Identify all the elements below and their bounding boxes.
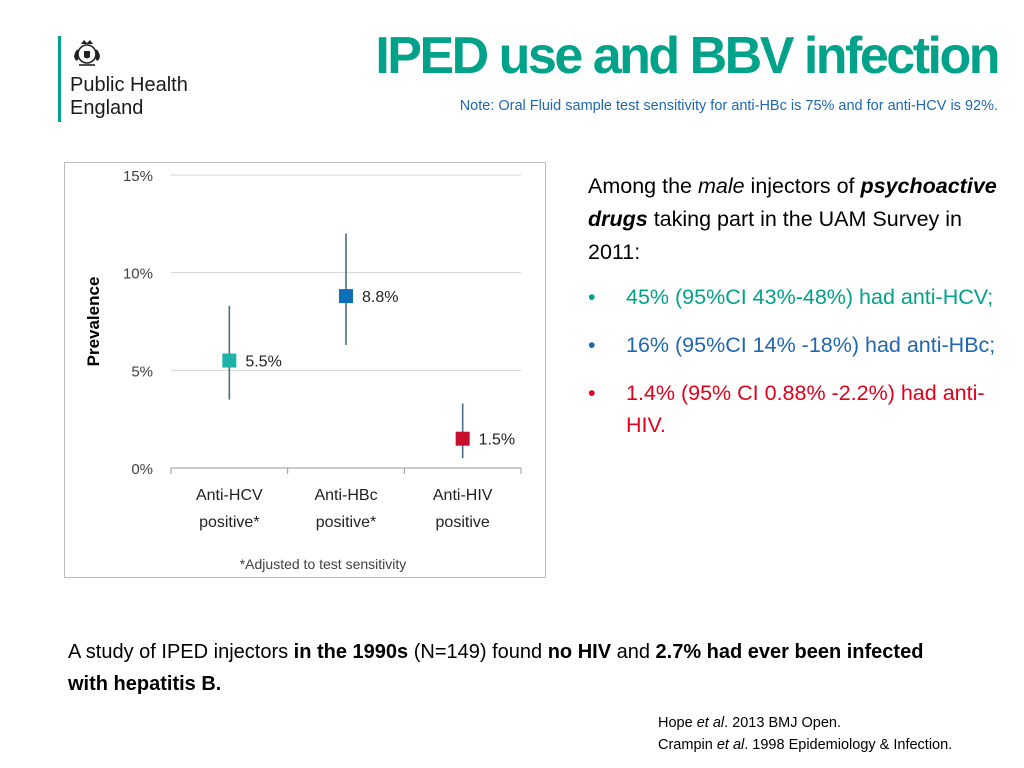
phe-logo: Public Health England bbox=[58, 36, 218, 126]
result-hiv: • 1.4% (95% CI 0.88% -2.2%) had anti-HIV. bbox=[588, 377, 998, 441]
intro-male: male bbox=[697, 174, 745, 198]
result-hcv: • 45% (95%CI 43%-48%) had anti-HCV; bbox=[588, 281, 998, 313]
x-tick-label: Anti-HCV bbox=[196, 487, 263, 504]
logo-text: Public Health England bbox=[70, 74, 188, 119]
bullet-dot: • bbox=[588, 285, 596, 309]
y-tick-label: 15% bbox=[123, 168, 153, 185]
survey-intro: Among the male injectors of psychoactive… bbox=[588, 170, 998, 269]
sensitivity-note: Note: Oral Fluid sample test sensitivity… bbox=[459, 98, 998, 114]
y-tick-label: 10% bbox=[123, 266, 153, 283]
ref-etal: et al bbox=[696, 715, 725, 731]
chart-footnote: *Adjusted to test sensitivity bbox=[240, 556, 407, 572]
study-text-1: A study of IPED injectors bbox=[68, 641, 294, 663]
survey-summary: Among the male injectors of psychoactive… bbox=[588, 170, 998, 457]
ref-author: Hope bbox=[658, 715, 697, 731]
study-bold-1: in the 1990s bbox=[293, 641, 409, 663]
logo-accent-bar bbox=[58, 36, 61, 122]
study-text-3: and bbox=[611, 641, 656, 663]
y-tick-label: 0% bbox=[131, 461, 153, 478]
x-tick-label: positive* bbox=[316, 514, 376, 531]
result-text: 16% (95%CI 14% -18%) had anti-HBc; bbox=[626, 333, 996, 357]
royal-crest-icon bbox=[74, 40, 100, 66]
data-point bbox=[222, 353, 237, 368]
result-text: 1.4% (95% CI 0.88% -2.2%) had anti-HIV. bbox=[626, 381, 985, 437]
reference-1: Hope et al. 2013 BMJ Open. bbox=[658, 712, 952, 734]
reference-2: Crampin et al. 1998 Epidemiology & Infec… bbox=[658, 734, 952, 756]
intro-text-2: injectors of bbox=[744, 174, 861, 198]
intro-text-1: Among the bbox=[588, 174, 698, 198]
ref-source: . 1998 Epidemiology & Infection. bbox=[744, 737, 953, 753]
intro-text-3: taking part in the UAM Survey in 2011: bbox=[588, 207, 963, 264]
study-bold-2: no HIV bbox=[547, 641, 612, 663]
bullet-dot: • bbox=[588, 381, 596, 405]
x-tick-label: Anti-HIV bbox=[433, 487, 493, 504]
result-text: 45% (95%CI 43%-48%) had anti-HCV; bbox=[626, 285, 994, 309]
ref-author: Crampin bbox=[658, 737, 717, 753]
intro-drugs: psychoactive drugs bbox=[588, 174, 997, 231]
y-axis-title: Prevalence bbox=[84, 277, 103, 367]
study-bold-3: 2.7% had ever been infected with hepatit… bbox=[68, 641, 924, 695]
result-list: • 45% (95%CI 43%-48%) had anti-HCV; • 16% … bbox=[588, 281, 998, 441]
data-label: 1.5% bbox=[479, 432, 515, 449]
data-label: 5.5% bbox=[245, 354, 281, 371]
references: Hope et al. 2013 BMJ Open. Crampin et al… bbox=[658, 712, 952, 756]
y-tick-label: 5% bbox=[131, 363, 153, 380]
x-tick-label: Anti-HBc bbox=[314, 487, 377, 504]
ref-source: . 2013 BMJ Open. bbox=[724, 715, 841, 731]
data-label: 8.8% bbox=[362, 289, 398, 306]
result-hbc: • 16% (95%CI 14% -18%) had anti-HBc; bbox=[588, 329, 998, 361]
prevalence-chart: 0% 5% 10% 15% Prevalence 5.5% 8.8% 1.5% Anti-HCV… bbox=[64, 162, 546, 578]
chart-svg: 0% 5% 10% 15% Prevalence 5.5% 8.8% 1.5% Anti-HCV… bbox=[84, 168, 522, 572]
study-summary: A study of IPED injectors in the 1990s (… bbox=[68, 636, 958, 700]
data-point bbox=[339, 289, 353, 304]
data-point bbox=[455, 431, 470, 446]
ref-etal: et al bbox=[716, 737, 745, 753]
x-tick-label: positive* bbox=[199, 514, 259, 531]
page-title: IPED use and BBV infection bbox=[375, 27, 1000, 85]
study-text-2: (N=149) found bbox=[408, 641, 548, 663]
x-tick-label: positive bbox=[436, 514, 490, 531]
bullet-dot: • bbox=[588, 333, 596, 357]
